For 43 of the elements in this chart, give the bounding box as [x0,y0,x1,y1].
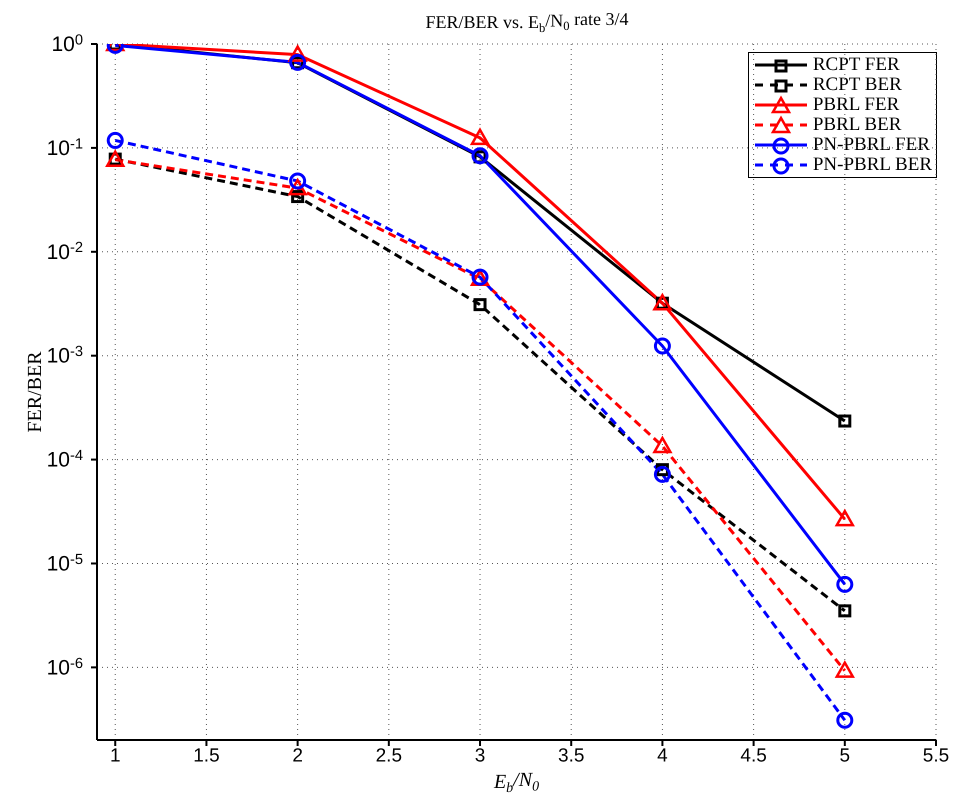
point [653,436,672,454]
point [838,414,852,428]
point [836,510,854,526]
point [836,661,854,678]
x-tick-label: 5.5 [922,745,950,766]
legend-label: PN-PBRL FER [812,134,930,155]
legend-label: PBRL FER [812,94,900,115]
chart-title: FER/BER vs. E$_{b}$/N$_{0}$ rate 3/4 [425,8,629,35]
legend-label: PN-PBRL BER [812,154,932,175]
point [654,337,671,354]
point [836,576,854,593]
x-tick-label: 1.5 [193,745,220,766]
x-tick-label: 3 [474,745,486,766]
legend-label: RCPT BER [812,74,902,95]
x-axis-title: E$_{b}$/N$_{0}$ [492,769,540,796]
point [474,298,487,312]
y-tick-label: 10$^{-5}$ [46,552,83,576]
y-tick-label: 10$^{-4}$ [46,448,83,472]
y-tick-label: 10$^{-6}$ [46,656,83,680]
x-tick-label: 1 [110,745,121,766]
point [470,128,490,146]
y-tick-label: 10$^{0}$ [51,32,83,56]
x-tick-label: 4 [657,745,668,766]
x-tick-label: 4.5 [740,745,767,766]
legend-label: PBRL BER [812,114,902,135]
point [289,172,306,190]
x-tick-label: 5 [840,745,850,766]
point [654,466,671,483]
x-tick-label: 2.5 [376,745,402,766]
point [836,712,854,729]
point [106,150,124,167]
point [106,132,124,149]
x-tick-label: 3.5 [558,745,584,766]
legend-label: RCPT FER [812,54,900,75]
y-tick-label: 10$^{-3}$ [46,344,83,368]
point [838,604,852,618]
point [653,294,672,310]
point [472,147,489,164]
y-tick-label: 10$^{-2}$ [46,240,83,264]
point [291,190,304,204]
y-axis-title: FER/BER [24,350,46,433]
x-tick-label: 2 [292,745,303,766]
y-tick-label: 10$^{-1}$ [46,136,83,160]
